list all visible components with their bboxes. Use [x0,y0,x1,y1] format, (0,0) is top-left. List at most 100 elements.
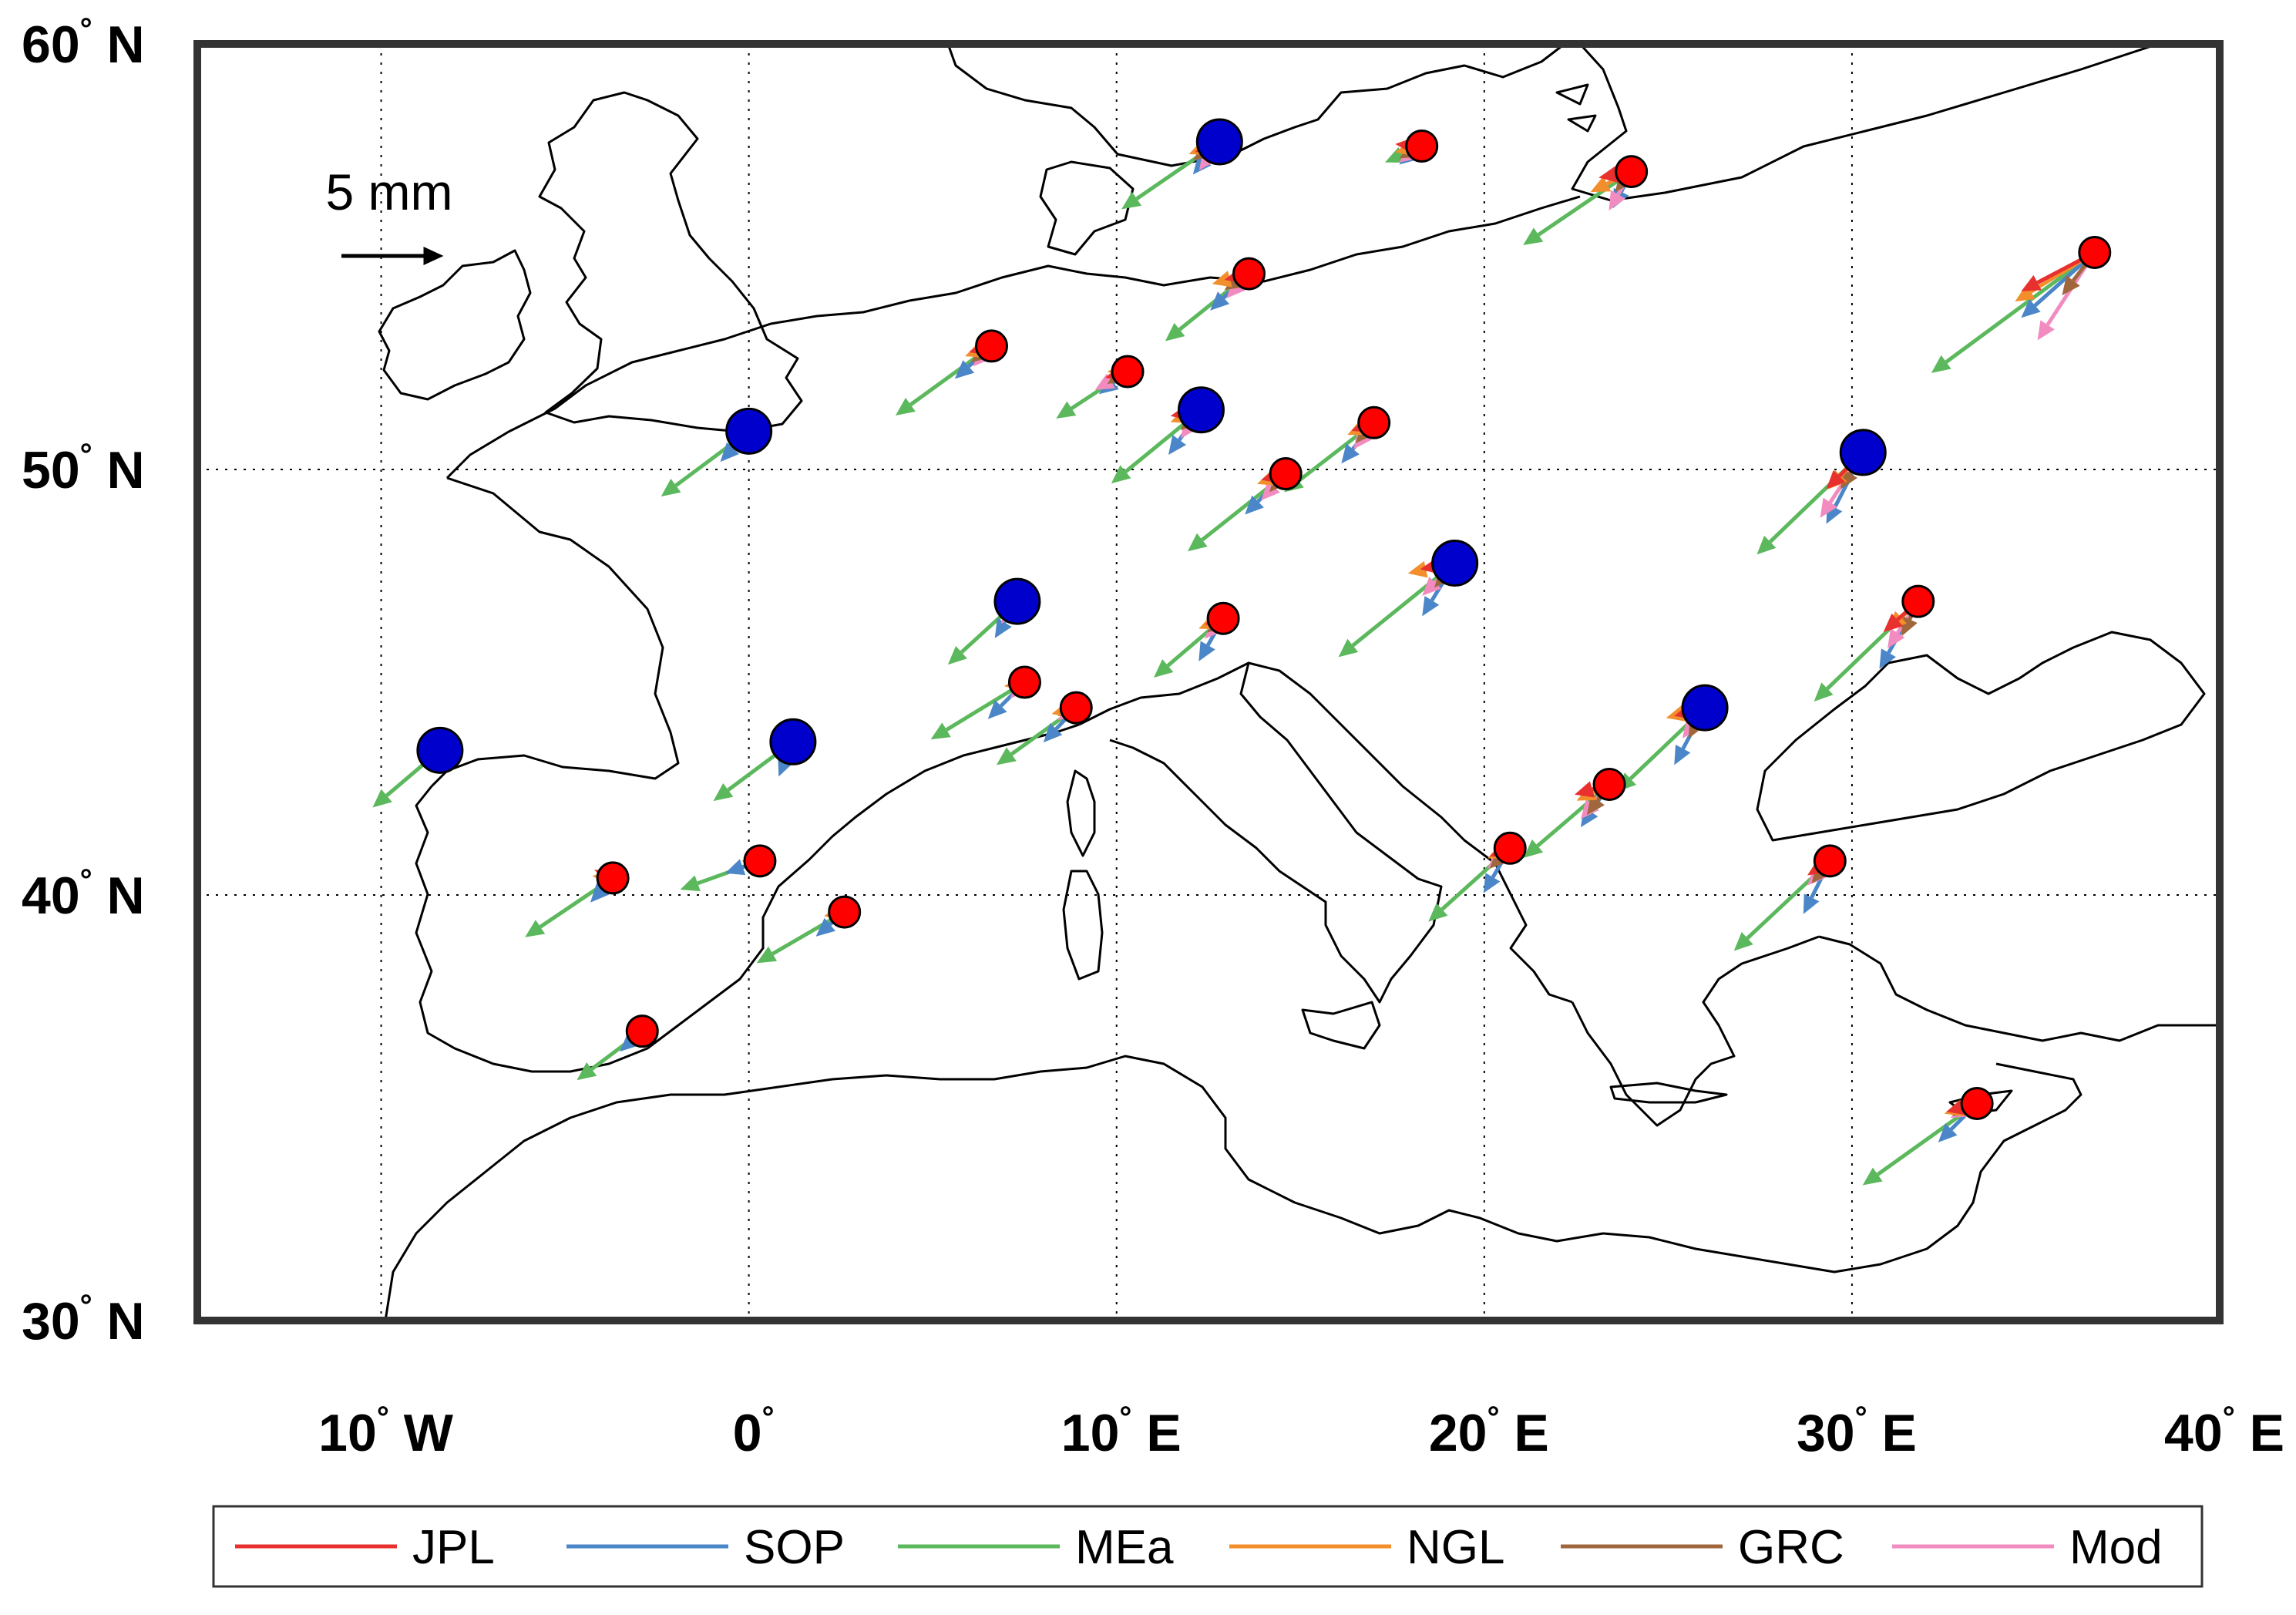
vector-head [713,782,734,802]
vector-shaft [1537,170,1633,237]
scale-bar: 5 mm [326,163,453,265]
scale-label: 5 mm [326,163,453,220]
coast-islands-north [1555,83,1597,133]
lon-tick-label-text: 40° E [2164,1401,2284,1462]
lat-tick-label-text: 30° N [22,1289,145,1351]
vector-head [1056,401,1077,419]
lon-tick-label-text: 10° E [1061,1401,1182,1462]
lat-tick-label: 30° N [22,1289,145,1351]
station-marker-red [625,1014,659,1048]
vector-head [987,699,1007,719]
vector-head [1820,497,1837,518]
lat-tick-label-text: 40° N [22,863,145,925]
coast-greece [1571,935,1820,1127]
lon-tick-label-text: 30° E [1797,1401,1917,1462]
legend-box [212,1505,2204,1588]
station-marker-blue [1431,539,1479,587]
vector-head [1168,435,1187,456]
vector-head [1422,596,1440,617]
station-marker-red [1269,457,1303,491]
station-marker-red [1960,1086,1994,1120]
coast-france-west [430,476,680,788]
station-marker-red [596,861,630,895]
vector-head [1094,373,1115,390]
vector-head [1407,560,1428,578]
vector-head [1938,1123,1958,1142]
lon-tick-label-text: 10° W [318,1401,454,1462]
vector-head [680,875,701,892]
vector-head [996,747,1017,765]
coast-ireland [378,249,532,401]
vector-head [720,442,739,463]
vector-head [1198,641,1215,661]
coast-black-sea [1756,631,2206,842]
coast-corsica [1066,769,1096,857]
legend-entry-ngl: NGL [1229,1521,1504,1574]
coast-baltic-east [1571,44,2159,202]
vector-head [1598,166,1619,183]
vector-head [1733,932,1753,951]
vector-head [1879,648,1896,669]
station-marker-red [1357,405,1391,439]
station-marker-red [1111,355,1145,389]
legend-label: Mod [2069,1521,2163,1574]
station-marker-red [1493,831,1527,865]
lon-tick-label: 10° W [318,1401,454,1462]
legend-label: SOP [744,1521,845,1574]
vector-head [1483,873,1501,893]
station-marker-red [1405,129,1439,163]
vector-head [994,617,1012,638]
legend-label: JPL [412,1521,495,1574]
vector-head [1245,495,1264,515]
station-marker-blue [416,726,464,774]
lon-tick-label: 20° E [1429,1401,1549,1462]
vector-head [1385,146,1406,163]
station-marker-blue [1195,118,1243,166]
vector-head [620,1032,640,1052]
coast-europe-north [445,195,1581,479]
vector-head [1523,839,1544,858]
vector-head [1590,176,1612,193]
coast-north-africa [384,1055,2083,1321]
vector-head [930,722,951,740]
coast-great-britain [538,91,803,433]
legend-entry-mea: MEa [898,1521,1174,1574]
station-marker-blue [725,407,773,455]
station-marker-red [1059,691,1093,725]
vector-head [1212,271,1232,288]
legend-label: NGL [1407,1521,1504,1574]
plot-area: 5 mm [193,40,2224,1324]
legend-entry-grc: GRC [1561,1521,1844,1574]
vector-head [661,478,681,497]
vector-head [1153,659,1174,678]
vector-head [1931,355,1951,373]
vector-mea [1523,170,1633,245]
legend-entry-jpl: JPL [235,1521,495,1574]
station-marker-red [743,844,777,878]
lon-tick-label: 40° E [2164,1401,2284,1462]
station-marker-red [1592,767,1626,801]
lon-tick-label-text: 0° [733,1401,775,1462]
station-marker-blue [1681,684,1729,732]
vector-head [1814,682,1834,702]
vector-head [1901,615,1918,637]
vector-shaft [1945,251,2096,364]
stations-layer [416,118,2112,1120]
vector-head [577,1062,597,1081]
legend-entry-mod: Mod [1892,1521,2163,1574]
station-marker-red [1232,257,1266,291]
vector-head [1187,533,1208,552]
vector-head [590,883,610,903]
vector-head [1043,723,1063,743]
station-marker-red [975,329,1009,363]
station-marker-blue [1839,429,1887,476]
coast-adriatic [1248,661,1573,1004]
lat-tick-label: 50° N [22,438,145,500]
station-marker-red [1813,844,1847,878]
lat-tick-label: 40° N [22,863,145,925]
vector-head [525,920,546,937]
vector-head [724,859,746,876]
lon-tick-label: 30° E [1797,1401,1917,1462]
vector-head [895,398,916,416]
